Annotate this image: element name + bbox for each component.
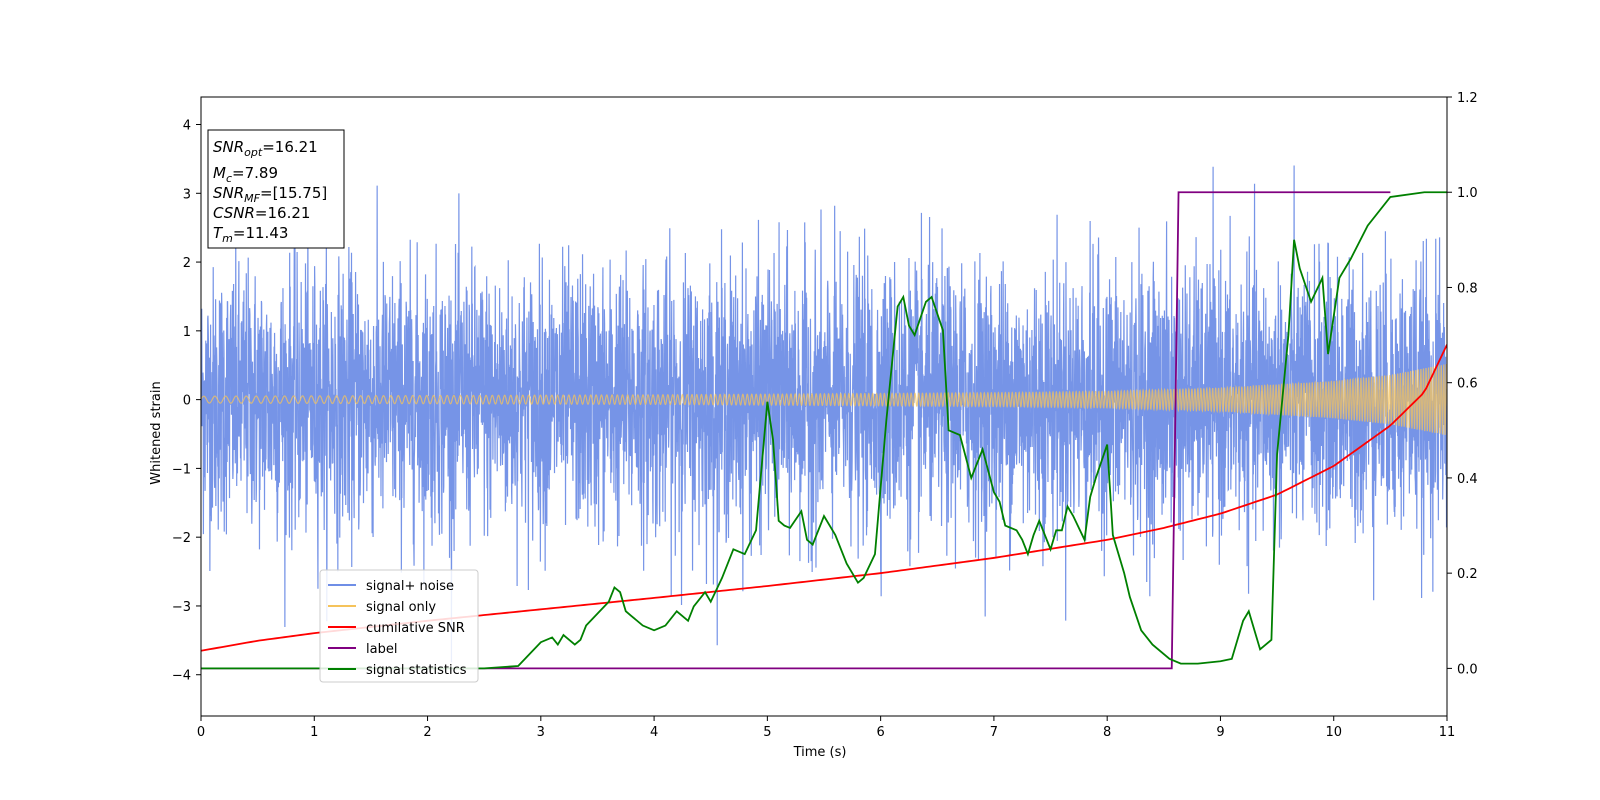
- x-tick-label: 11: [1439, 725, 1456, 740]
- legend-label-label: label: [366, 642, 397, 657]
- y-right-tick-label: 0.0: [1457, 662, 1478, 677]
- info-snr-mf: SNRMF=[15.75]: [213, 184, 327, 205]
- y-left-tick-label: −4: [172, 669, 191, 684]
- y-left-tick-label: −2: [172, 531, 191, 546]
- x-tick-label: 6: [876, 725, 884, 740]
- y-left-tick-label: −3: [172, 600, 191, 615]
- series-signal-noise-line: [201, 165, 1447, 663]
- y-right-tick-label: 0.2: [1457, 567, 1478, 582]
- y-right-tick-label: 1.0: [1457, 186, 1478, 201]
- x-tick-label: 5: [763, 725, 771, 740]
- y-left-tick-label: 1: [183, 325, 191, 340]
- x-tick-label: 1: [310, 725, 318, 740]
- legend: signal+ noise signal only cumilative SNR…: [319, 569, 479, 683]
- series-signal-statistics-line: [201, 191, 1447, 670]
- info-mc: Mc=7.89: [213, 164, 278, 185]
- x-tick-label: 3: [537, 725, 545, 740]
- x-tick-label: 7: [990, 725, 998, 740]
- legend-label-signal-only: signal only: [366, 600, 436, 615]
- x-tick-label: 10: [1325, 725, 1342, 740]
- y-left-tick-label: 2: [183, 256, 191, 271]
- info-csnr: CSNR=16.21: [213, 204, 310, 222]
- y-left-tick-label: 0: [183, 394, 191, 409]
- legend-label-signal-noise: signal+ noise: [366, 579, 454, 594]
- y-right-tick-label: 0.8: [1457, 281, 1478, 296]
- info-box: SNRopt=16.21 Mc=7.89 SNRMF=[15.75] CSNR=…: [207, 129, 345, 249]
- y-axis-label: Whitened strain: [149, 381, 164, 484]
- info-snr-opt: SNRopt=16.21: [213, 138, 318, 159]
- y-left-tick-label: 3: [183, 187, 191, 202]
- legend-label-cumulative-snr: cumilative SNR: [366, 621, 465, 636]
- x-tick-label: 2: [423, 725, 431, 740]
- series-label-line: [201, 191, 1391, 670]
- x-tick-label: 8: [1103, 725, 1111, 740]
- y-left-tick-label: 4: [183, 119, 191, 134]
- plot-frame: [200, 96, 1448, 717]
- x-tick-label: 9: [1216, 725, 1224, 740]
- y-right-tick-label: 0.4: [1457, 472, 1478, 487]
- legend-frame: [319, 569, 479, 683]
- series-signal-only-line: [201, 363, 1447, 436]
- axes-layer: 0 1 2 3 4 5 6 7 8 9 10 11 −4 −3 −2 −1 0 1 2 3 4 0.0 0.2 0.4 0.6 0…: [172, 91, 1478, 740]
- x-tick-label: 0: [197, 725, 205, 740]
- legend-label-signal-statistics: signal statistics: [366, 663, 467, 678]
- y-left-tick-label: −1: [172, 462, 191, 477]
- x-axis-label: Time (s): [793, 745, 847, 760]
- info-box-frame: [207, 129, 345, 249]
- info-tm: Tm=11.43: [213, 224, 288, 245]
- x-tick-label: 4: [650, 725, 658, 740]
- y-right-tick-label: 1.2: [1457, 91, 1478, 106]
- y-right-tick-label: 0.6: [1457, 377, 1478, 392]
